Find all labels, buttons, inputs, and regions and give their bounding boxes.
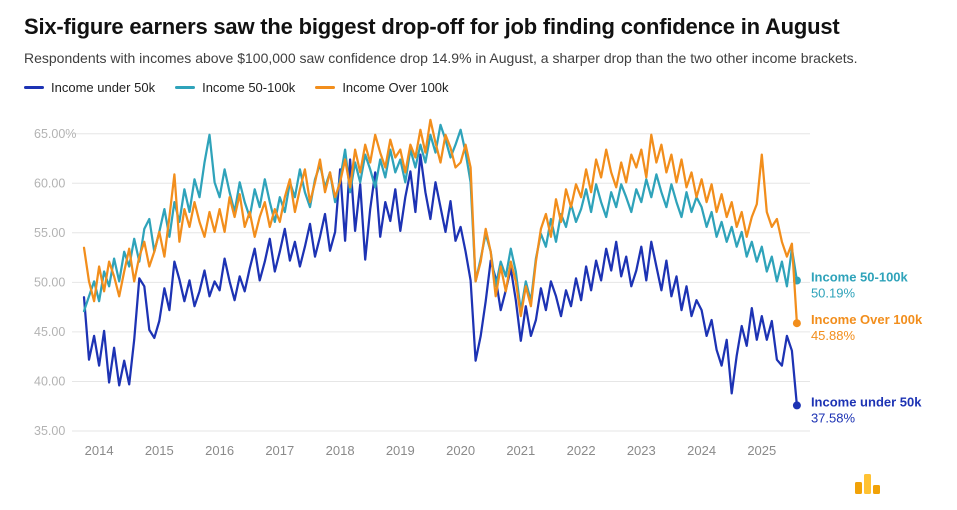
flourish-logo[interactable] [855,474,880,494]
x-axis-label: 2022 [567,443,596,458]
y-axis-label: 65.00% [34,127,76,141]
series-end-label-name: Income under 50k [811,394,922,409]
x-axis-label: 2021 [506,443,535,458]
legend-item-income-over-100k[interactable]: Income Over 100k [315,79,449,95]
x-axis-label: 2014 [85,443,114,458]
x-axis-label: 2019 [386,443,415,458]
y-axis-label: 55.00 [34,226,65,240]
y-axis-label: 40.00 [34,374,65,388]
page-subtitle: Respondents with incomes above $100,000 … [24,50,858,66]
series-end-label-value: 37.58% [811,410,856,425]
x-axis-label: 2017 [265,443,294,458]
series-end-label-value: 45.88% [811,328,856,343]
x-axis-label: 2016 [205,443,234,458]
series-end-label-name: Income 50-100k [811,269,909,284]
legend-item-income-under-50k[interactable]: Income under 50k [24,80,155,95]
legend-item-income-50-100k[interactable]: Income 50-100k [175,80,295,95]
legend-label: Income 50-100k [202,79,296,95]
logo-bar [855,482,862,494]
y-axis-label: 35.00 [34,424,65,438]
series-line-income-over-100k[interactable] [82,118,799,325]
series-end-dot [792,319,801,328]
logo-bar [873,485,880,494]
series-end-label-name: Income Over 100k [811,312,923,327]
page-title: Six-figure earners saw the biggest drop-… [24,14,840,39]
series-line-income-under-50k[interactable] [82,153,799,407]
legend-swatch-income-under-50k [24,85,44,90]
x-axis-label: 2023 [627,443,656,458]
series-end-dot [792,401,801,410]
line-chart: 65.00% 60.00 55.00 50.00 45.00 40.00 35.00 2014… [34,118,923,458]
legend-swatch-income-50-100k [175,85,196,90]
chart-header: Six-figure earners saw the biggest drop-… [0,0,957,95]
x-axis-label: 2015 [145,443,174,458]
series-line-income-50-100k[interactable] [82,123,799,313]
y-axis-label: 45.00 [34,325,65,339]
legend-label: Income under 50k [51,79,156,95]
legend-label: Income Over 100k [342,79,449,95]
series-end-label-value: 50.19% [811,285,856,300]
x-axis-label: 2020 [446,443,475,458]
x-axis-label: 2025 [747,443,776,458]
x-axis-label: 2018 [326,443,355,458]
logo-bar [864,474,871,494]
legend-swatch-income-over-100k [315,85,336,90]
legend: Income under 50k Income 50-100k Income O… [24,80,933,95]
x-axis-label: 2024 [687,443,716,458]
y-axis-label: 50.00 [34,275,65,289]
y-axis-label: 60.00 [34,176,65,190]
